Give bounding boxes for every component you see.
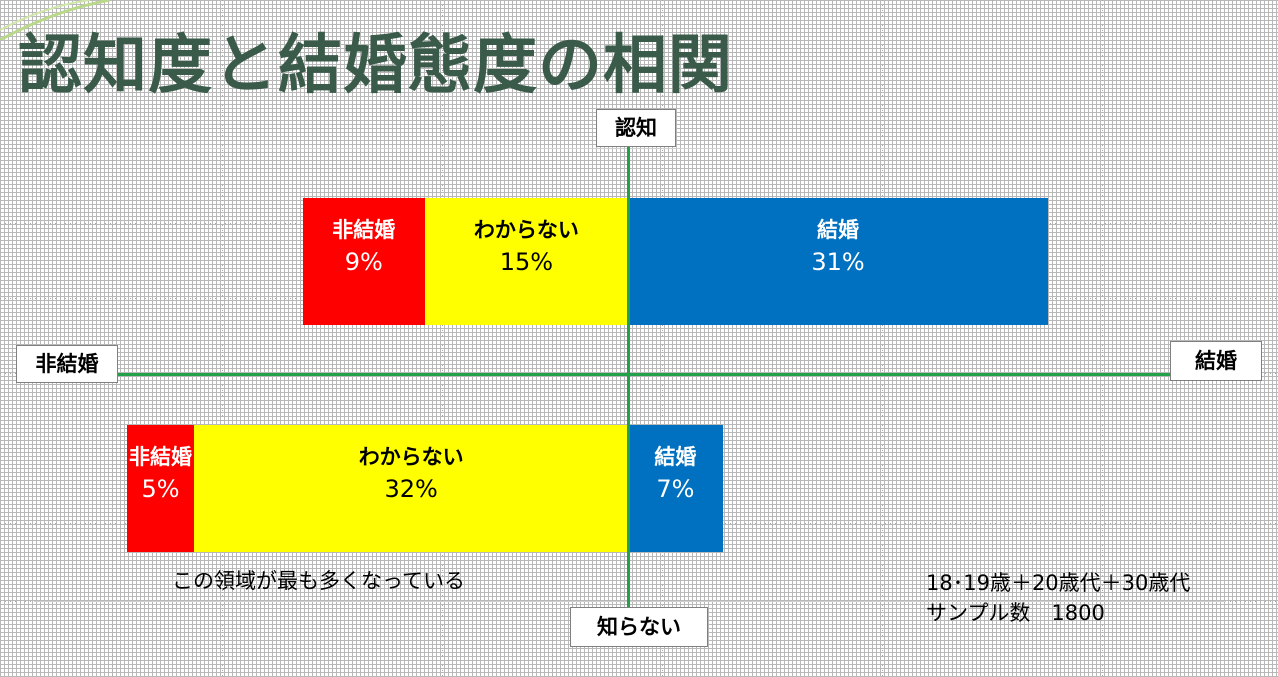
y-axis-line	[627, 140, 630, 612]
page-title: 認知度と結婚態度の相関	[18, 29, 733, 103]
gridline-vertical	[1102, 0, 1103, 677]
bar-segment-label: 非結婚	[129, 444, 193, 469]
axis-label-bottom: 知らない	[570, 607, 708, 647]
bar-segment-label: わからない	[473, 217, 579, 242]
bar-segment-label: 非結婚	[332, 217, 396, 242]
bar-segment: 非結婚 9%	[302, 198, 425, 325]
gridline-vertical	[882, 0, 883, 677]
gridline-horizontal	[0, 52, 1278, 53]
bar-segment-label: 結婚	[654, 444, 697, 469]
bar-segment-value: 5%	[141, 474, 180, 503]
gridline-vertical	[332, 0, 333, 677]
x-axis-line	[117, 373, 1172, 376]
bar-segment-label: わからない	[358, 444, 464, 469]
gridline-vertical	[662, 0, 663, 677]
annotation-text: この領域が最も多くなっている	[172, 569, 465, 593]
axis-label-right: 結婚	[1170, 341, 1262, 381]
axis-label-left: 非結婚	[16, 345, 118, 383]
gridline-vertical	[442, 0, 443, 677]
sample-size-text: サンプル数 1800	[926, 601, 1105, 625]
bar-segment-label: 結婚	[817, 217, 860, 242]
bar-segment: わからない 32%	[194, 425, 628, 552]
reference-line-top	[34, 148, 1226, 149]
bar-segment: わからない 15%	[424, 198, 628, 325]
bar-segment-value: 15%	[499, 247, 554, 276]
gridline-vertical	[1212, 0, 1213, 677]
bar-segment-value: 31%	[811, 247, 865, 276]
gridline-vertical	[222, 0, 223, 677]
sample-group-text: 18･19歳＋20歳代＋30歳代	[926, 571, 1191, 595]
bar-segment: 非結婚 5%	[126, 425, 195, 552]
gridline-vertical	[772, 0, 773, 677]
corner-decoration	[0, 0, 110, 40]
bar-segment-value: 9%	[344, 247, 383, 276]
bar-segment: 結婚 7%	[628, 425, 723, 552]
gridline-vertical	[112, 0, 113, 677]
bar-segment: 結婚 31%	[628, 198, 1049, 325]
bar-segment-value: 7%	[656, 474, 695, 503]
gridline-vertical	[992, 0, 993, 677]
reference-line-bottom	[34, 601, 1226, 602]
bar-segment-value: 32%	[384, 474, 438, 503]
gridline-vertical	[552, 0, 553, 677]
axis-label-top: 認知	[596, 109, 676, 147]
